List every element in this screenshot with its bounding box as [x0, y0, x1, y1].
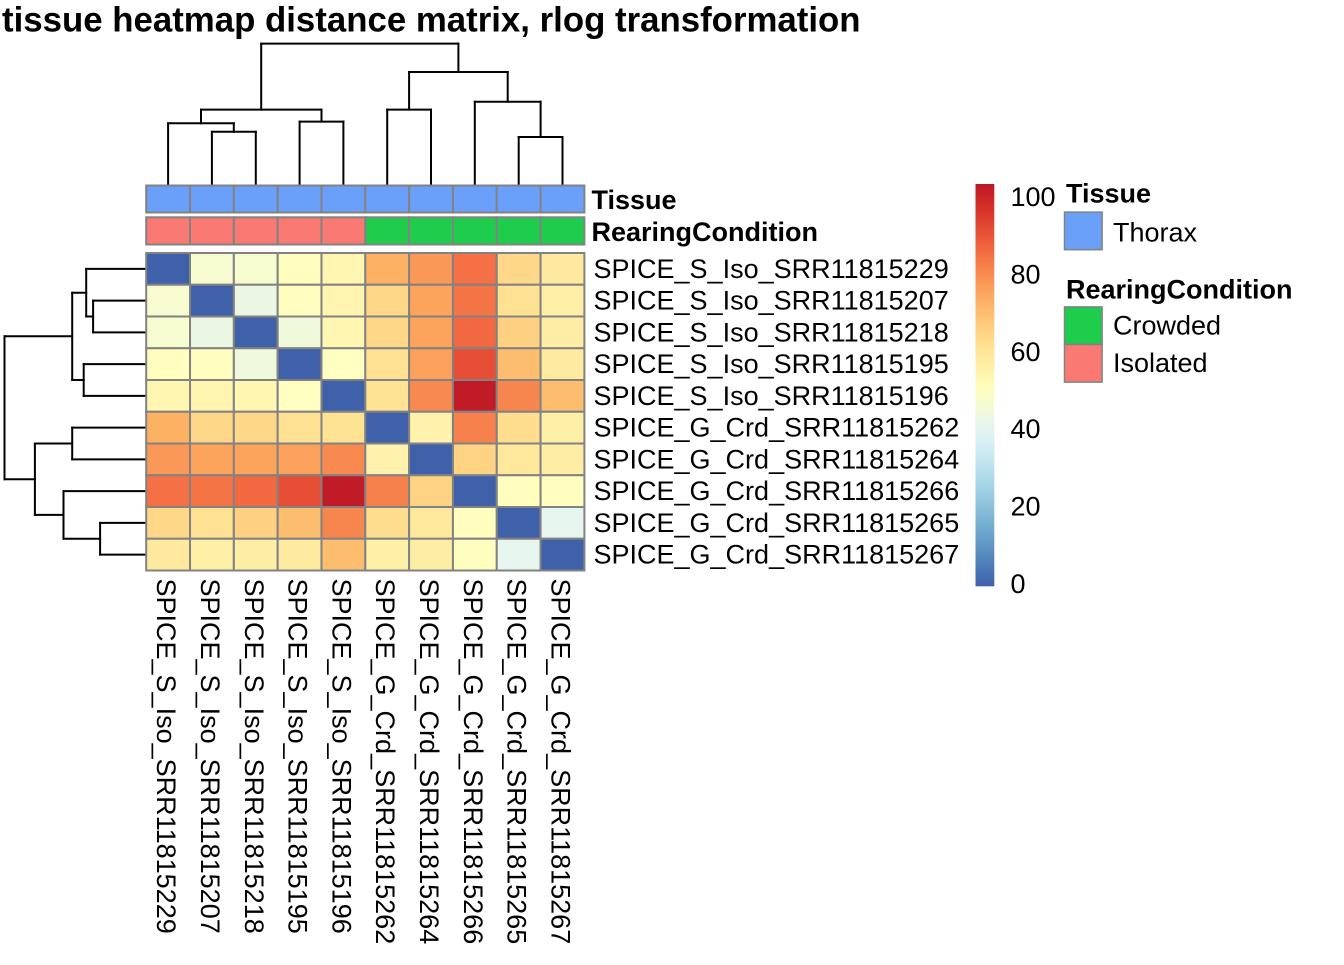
svg-text:SPICE_S_Iso_SRR11815218: SPICE_S_Iso_SRR11815218: [594, 317, 949, 347]
svg-text:SPICE_S_Iso_SRR11815196: SPICE_S_Iso_SRR11815196: [594, 381, 949, 411]
svg-text:SPICE_S_Iso_SRR11815196: SPICE_S_Iso_SRR11815196: [326, 579, 356, 934]
svg-text:SPICE_G_Crd_SRR11815265: SPICE_G_Crd_SRR11815265: [502, 579, 532, 945]
svg-text:SPICE_S_Iso_SRR11815195: SPICE_S_Iso_SRR11815195: [594, 349, 949, 379]
svg-text:SPICE_G_Crd_SRR11815266: SPICE_G_Crd_SRR11815266: [594, 476, 960, 506]
svg-text:SPICE_G_Crd_SRR11815266: SPICE_G_Crd_SRR11815266: [458, 579, 488, 945]
svg-text:tissue heatmap distance matrix: tissue heatmap distance matrix, rlog tra…: [2, 1, 861, 40]
svg-text:SPICE_S_Iso_SRR11815207: SPICE_S_Iso_SRR11815207: [195, 579, 225, 934]
svg-text:60: 60: [1011, 337, 1041, 367]
svg-text:SPICE_S_Iso_SRR11815229: SPICE_S_Iso_SRR11815229: [151, 579, 181, 934]
svg-text:80: 80: [1011, 259, 1041, 289]
svg-text:SPICE_G_Crd_SRR11815262: SPICE_G_Crd_SRR11815262: [370, 579, 400, 945]
svg-text:Tissue: Tissue: [592, 185, 677, 215]
svg-text:Isolated: Isolated: [1113, 348, 1208, 378]
svg-text:SPICE_G_Crd_SRR11815265: SPICE_G_Crd_SRR11815265: [594, 508, 960, 538]
svg-text:Thorax: Thorax: [1113, 217, 1198, 247]
svg-text:0: 0: [1011, 569, 1026, 599]
svg-text:RearingCondition: RearingCondition: [1066, 275, 1292, 305]
svg-text:SPICE_S_Iso_SRR11815218: SPICE_S_Iso_SRR11815218: [239, 579, 269, 934]
svg-text:100: 100: [1011, 182, 1056, 212]
svg-text:SPICE_G_Crd_SRR11815262: SPICE_G_Crd_SRR11815262: [594, 413, 960, 443]
svg-text:Tissue: Tissue: [1066, 179, 1151, 209]
svg-text:SPICE_G_Crd_SRR11815264: SPICE_G_Crd_SRR11815264: [414, 579, 444, 945]
svg-text:SPICE_S_Iso_SRR11815207: SPICE_S_Iso_SRR11815207: [594, 286, 949, 316]
svg-text:RearingCondition: RearingCondition: [592, 217, 818, 247]
svg-text:40: 40: [1011, 414, 1041, 444]
svg-text:SPICE_S_Iso_SRR11815195: SPICE_S_Iso_SRR11815195: [283, 579, 313, 934]
svg-text:20: 20: [1011, 492, 1041, 522]
svg-text:SPICE_G_Crd_SRR11815267: SPICE_G_Crd_SRR11815267: [546, 579, 576, 945]
svg-text:Crowded: Crowded: [1113, 311, 1221, 341]
svg-text:SPICE_G_Crd_SRR11815264: SPICE_G_Crd_SRR11815264: [594, 444, 960, 474]
svg-text:SPICE_G_Crd_SRR11815267: SPICE_G_Crd_SRR11815267: [594, 540, 960, 570]
svg-text:SPICE_S_Iso_SRR11815229: SPICE_S_Iso_SRR11815229: [594, 254, 949, 284]
